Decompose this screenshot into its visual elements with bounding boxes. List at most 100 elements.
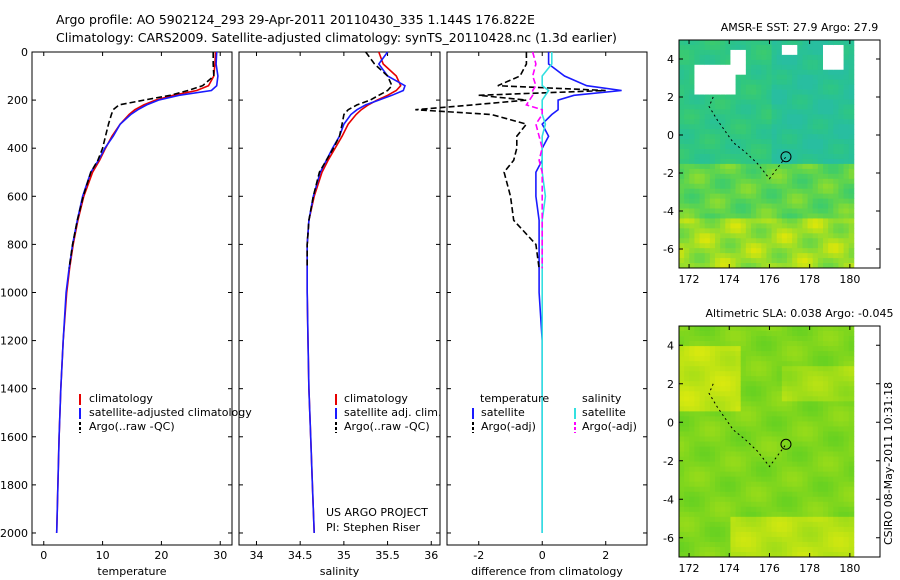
map-cell <box>699 336 706 342</box>
map-cell <box>720 263 726 269</box>
map-cell <box>709 361 716 367</box>
map-cell <box>787 466 793 473</box>
map-cell <box>735 154 742 160</box>
map-cell <box>694 541 700 548</box>
map-cell <box>848 406 855 412</box>
map-cell <box>812 421 819 427</box>
map-cell <box>715 531 721 538</box>
map-cell <box>704 59 711 66</box>
map-cell <box>823 248 829 254</box>
map-cell <box>766 516 772 523</box>
map-cell <box>823 109 829 115</box>
map-cell <box>797 446 803 452</box>
map-cell <box>679 366 685 372</box>
map-cell <box>745 188 752 195</box>
map-cell <box>735 406 742 412</box>
map-cell <box>828 536 834 543</box>
map-cell <box>797 178 803 185</box>
map-cell <box>766 188 772 195</box>
map-cell <box>848 243 855 249</box>
map-cell <box>689 258 695 264</box>
map-cell <box>823 451 829 457</box>
map-cell <box>792 366 798 372</box>
map-cell <box>833 99 839 105</box>
map-cell <box>735 541 742 548</box>
map-cell <box>802 461 808 468</box>
map-cell <box>751 436 757 442</box>
map-cell <box>848 74 855 81</box>
map-cell <box>781 69 788 76</box>
map-cell <box>715 351 721 357</box>
map-cell <box>745 213 752 219</box>
map-cell <box>771 40 778 46</box>
map-cell <box>838 109 844 115</box>
map-cell <box>781 491 788 498</box>
map-cell <box>704 501 711 508</box>
map-cell <box>751 139 757 145</box>
map-cell <box>766 391 772 397</box>
map-cell <box>720 223 726 229</box>
map-cell <box>817 476 824 483</box>
map-cell <box>766 183 772 190</box>
map-cell <box>812 253 819 259</box>
map-cell <box>843 426 850 432</box>
map-cell <box>730 233 736 239</box>
map-cell <box>823 144 829 150</box>
map-cell <box>843 263 850 269</box>
float-track <box>708 383 787 468</box>
map-cell <box>792 476 798 483</box>
map-cell <box>792 511 798 518</box>
map-cell <box>684 64 690 71</box>
map-cell <box>699 129 706 135</box>
x-tick-label: 176 <box>759 273 780 286</box>
map-cell <box>781 213 788 219</box>
map-cell <box>756 476 762 483</box>
map-cell <box>807 436 814 442</box>
map-cell <box>756 491 762 498</box>
map-cell <box>689 491 695 498</box>
map-cell <box>843 326 850 332</box>
map-cell <box>740 436 747 442</box>
map-cell <box>694 154 700 160</box>
map-cell <box>787 521 793 528</box>
map-cell <box>756 69 762 76</box>
map-cell <box>745 168 752 175</box>
map-cell <box>802 446 808 452</box>
map-cell <box>771 198 778 204</box>
map-cell <box>817 158 824 165</box>
map-cell <box>715 326 721 332</box>
map-cell <box>848 376 855 382</box>
map-cell <box>761 391 767 397</box>
map-cell <box>781 471 788 478</box>
map-cell <box>771 188 778 195</box>
map-cell <box>684 331 690 337</box>
map-cell <box>679 228 685 234</box>
map-cell <box>684 213 690 219</box>
map-cell <box>740 79 747 86</box>
map-cell <box>751 109 757 115</box>
map-cell <box>781 74 788 81</box>
map-cell <box>771 381 778 387</box>
map-cell <box>715 431 721 437</box>
map-cell <box>787 248 793 254</box>
map-cell <box>823 213 829 219</box>
map-cell <box>699 149 706 155</box>
map-cell <box>761 228 767 234</box>
map-cell <box>730 59 736 66</box>
map-cell <box>797 406 803 412</box>
map-cell <box>771 238 778 244</box>
map-cell <box>684 94 690 100</box>
map-cell <box>807 326 814 332</box>
map-cell <box>699 466 706 473</box>
map-cell <box>751 496 757 503</box>
map-cell <box>776 431 783 437</box>
map-cell <box>781 541 788 548</box>
map-cell <box>797 491 803 498</box>
map-cell <box>704 104 711 110</box>
map-cell <box>709 476 716 483</box>
map-cell <box>766 64 772 71</box>
map-cell <box>694 223 700 229</box>
map-cell <box>730 536 736 543</box>
map-cell <box>823 371 829 377</box>
map-cell <box>833 258 839 264</box>
